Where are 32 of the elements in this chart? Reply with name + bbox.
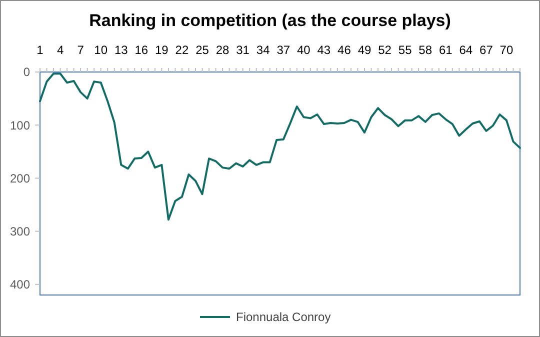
x-tick-label: 49: [358, 43, 372, 57]
x-tick-label: 67: [480, 43, 494, 57]
x-tick-label: 34: [256, 43, 270, 57]
x-tick-label: 16: [134, 43, 148, 57]
x-tick-label: 43: [317, 43, 331, 57]
x-tick-label: 64: [459, 43, 473, 57]
x-tick-label: 28: [216, 43, 230, 57]
x-tick-label: 4: [56, 43, 64, 57]
chart-title: Ranking in competition (as the course plays): [89, 11, 451, 30]
x-tick-label: 37: [276, 43, 290, 57]
y-tick-label: 400: [10, 278, 30, 292]
x-tick-label: 10: [94, 43, 108, 57]
x-tick-label: 7: [77, 43, 84, 57]
y-tick-label: 0: [23, 65, 30, 80]
x-tick-label: 22: [175, 43, 189, 57]
legend-label: Fionnuala Conroy: [236, 310, 331, 324]
x-tick-label: 13: [114, 43, 128, 57]
x-tick-label: 55: [398, 43, 412, 57]
x-tick-label: 58: [418, 43, 432, 57]
line-series: [39, 72, 521, 221]
x-tick-label: 31: [236, 43, 250, 57]
x-tick-label: 61: [438, 43, 453, 57]
x-tick-label: 70: [500, 43, 514, 57]
x-tick-label: 1: [36, 43, 44, 57]
x-tick-label: 25: [196, 43, 210, 57]
y-tick-label: 300: [10, 224, 30, 238]
y-tick-label: 100: [10, 118, 30, 132]
x-tick-label: 19: [155, 43, 169, 57]
y-tick-label: 200: [10, 171, 30, 186]
x-tick-label: 40: [296, 43, 311, 57]
x-tick-label: 46: [338, 43, 352, 57]
x-tick-label: 52: [378, 43, 392, 57]
